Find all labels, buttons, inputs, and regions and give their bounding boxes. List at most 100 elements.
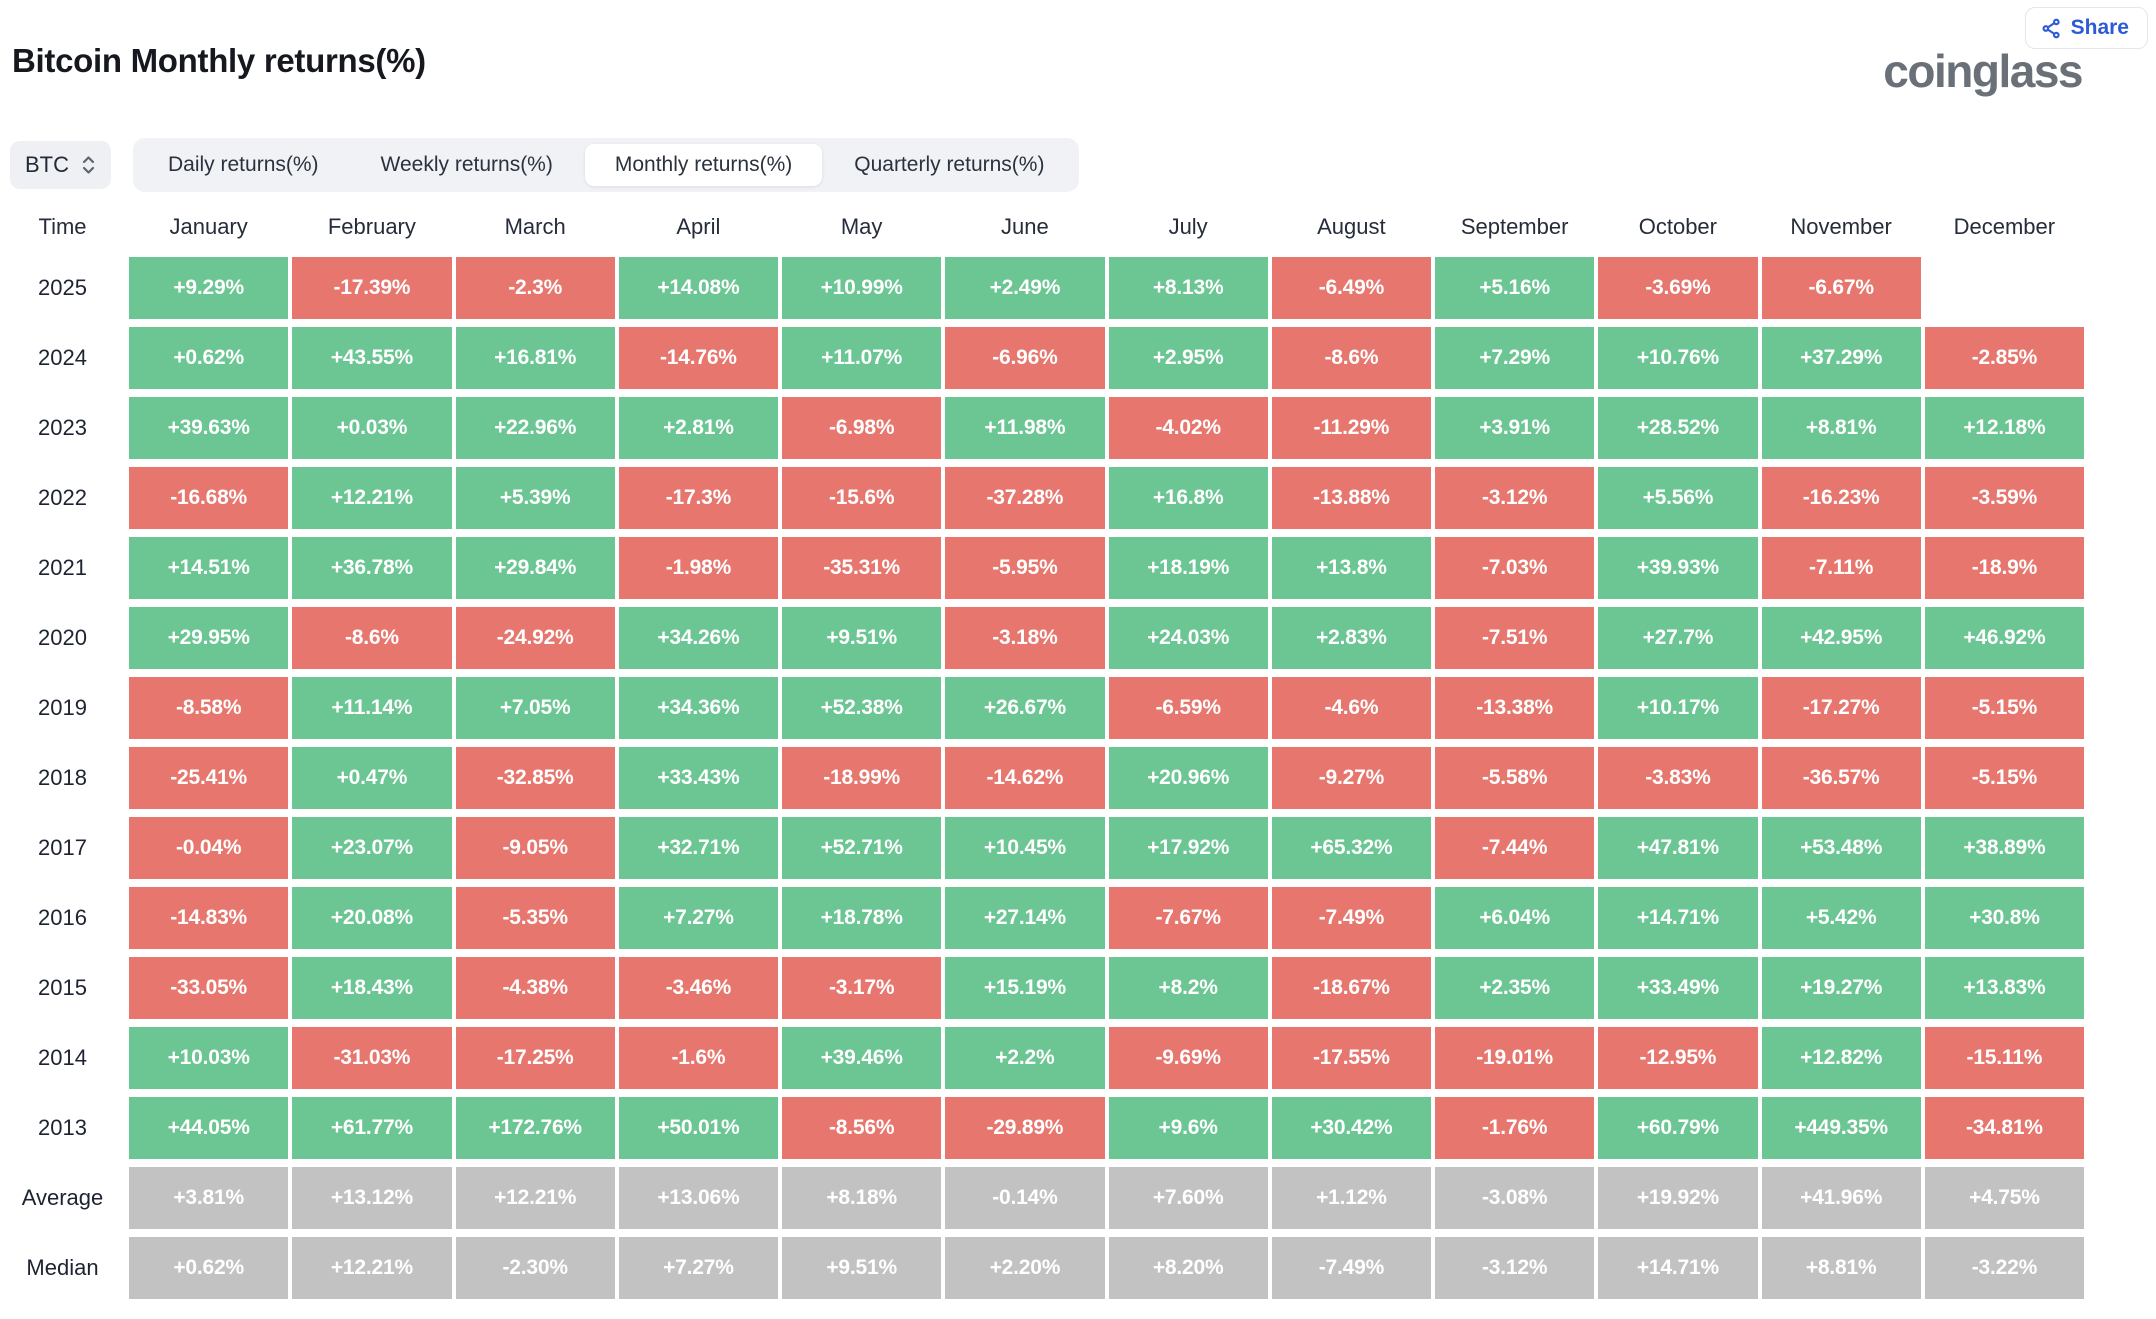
return-cell: -13.88% [1271,467,1431,529]
return-cell: -3.83% [1598,747,1758,809]
column-header-september: September [1460,214,1569,239]
tab-monthly[interactable]: Monthly returns(%) [584,144,823,186]
return-cell: -0.04% [129,817,289,879]
tab-daily[interactable]: Daily returns(%) [168,153,319,176]
return-cell: +36.78% [292,537,452,599]
return-cell: -16.23% [1761,467,1921,529]
return-cell: -19.01% [1435,1027,1595,1089]
return-cell: -5.15% [1924,677,2084,739]
return-cell: +8.81% [1761,397,1921,459]
return-cell: +2.81% [618,397,778,459]
column-header-november: November [1790,214,1892,239]
return-cell: +17.92% [1108,817,1268,879]
return-cell: +2.20% [945,1237,1105,1299]
return-cell: +41.96% [1761,1167,1921,1229]
row-label-2013: 2013 [38,1115,87,1140]
return-cell: +0.03% [292,397,452,459]
return-cell: +12.21% [292,1237,452,1299]
return-cell: +42.95% [1761,607,1921,669]
return-cell: +5.42% [1761,887,1921,949]
row-label-2020: 2020 [38,625,87,650]
tab-weekly[interactable]: Weekly returns(%) [380,153,553,176]
return-cell: -5.15% [1924,747,2084,809]
return-cell: -34.81% [1924,1097,2084,1159]
tab-quarterly[interactable]: Quarterly returns(%) [854,153,1045,176]
return-cell: +3.91% [1435,397,1595,459]
return-cell: -3.18% [945,607,1105,669]
return-cell: +10.17% [1598,677,1758,739]
return-cell: +10.03% [129,1027,289,1089]
row-label-median: Median [26,1255,99,1280]
return-cell: +33.43% [618,747,778,809]
return-cell: -18.9% [1924,537,2084,599]
return-cell: +29.84% [455,537,615,599]
return-cell: -7.51% [1435,607,1595,669]
return-cell: +32.71% [618,817,778,879]
column-header-time: Time [38,214,87,239]
return-cell: -29.89% [945,1097,1105,1159]
return-cell: +61.77% [292,1097,452,1159]
return-cell: +44.05% [129,1097,289,1159]
return-cell: -2.85% [1924,327,2084,389]
return-cell: -6.49% [1271,257,1431,319]
return-cell: +7.05% [455,677,615,739]
return-cell: -1.76% [1435,1097,1595,1159]
return-cell: +14.71% [1598,1237,1758,1299]
return-cell: -2.30% [455,1237,615,1299]
return-cell: +7.27% [618,1237,778,1299]
share-button[interactable]: Share [2024,7,2148,49]
return-cell: -15.11% [1924,1027,2084,1089]
share-label: Share [2070,16,2129,39]
return-cell: +8.2% [1108,957,1268,1019]
tab-group: Daily returns(%) Weekly returns(%) Monthly… [133,138,1080,192]
return-cell: -0.14% [945,1167,1105,1229]
return-cell: -14.83% [129,887,289,949]
return-cell: +4.75% [1924,1167,2084,1229]
return-cell: -2.3% [455,257,615,319]
return-cell: -24.92% [455,607,615,669]
return-cell: -5.95% [945,537,1105,599]
return-cell: +449.35% [1761,1097,1921,1159]
return-cell: -3.22% [1924,1237,2084,1299]
return-cell: -25.41% [129,747,289,809]
return-cell: -12.95% [1598,1027,1758,1089]
return-cell: +0.62% [129,1237,289,1299]
controls-row: BTC Daily returns(%) Weekly returns(%) Mon… [10,138,1080,192]
return-cell: +172.76% [455,1097,615,1159]
return-cell: -1.6% [618,1027,778,1089]
column-header-march: March [504,214,566,239]
return-cell: -3.17% [782,957,942,1019]
return-cell: +15.19% [945,957,1105,1019]
return-cell: +20.96% [1108,747,1268,809]
return-cell: +11.07% [782,327,942,389]
return-cell: +47.81% [1598,817,1758,879]
return-cell: +10.76% [1598,327,1758,389]
return-cell: -5.35% [455,887,615,949]
return-cell: -17.25% [455,1027,615,1089]
row-label-2024: 2024 [38,345,87,370]
return-cell: +65.32% [1271,817,1431,879]
return-cell: -6.59% [1108,677,1268,739]
coin-selector[interactable]: BTC [10,141,111,189]
row-label-2022: 2022 [38,485,87,510]
return-cell: -36.57% [1761,747,1921,809]
return-cell: -3.12% [1435,1237,1595,1299]
return-cell: +13.83% [1924,957,2084,1019]
return-cell: +29.95% [129,607,289,669]
return-cell: -9.69% [1108,1027,1268,1089]
return-cell: +12.21% [292,467,452,529]
column-header-october: October [1638,214,1717,239]
return-cell: -8.6% [292,607,452,669]
return-cell: +39.46% [782,1027,942,1089]
return-cell: -32.85% [455,747,615,809]
return-cell: +52.38% [782,677,942,739]
column-header-july: July [1168,214,1208,239]
return-cell: +27.7% [1598,607,1758,669]
return-cell: -11.29% [1271,397,1431,459]
return-cell: +2.2% [945,1027,1105,1089]
return-cell: +3.81% [129,1167,289,1229]
return-cell: +18.19% [1108,537,1268,599]
return-cell: -35.31% [782,537,942,599]
return-cell: -7.44% [1435,817,1595,879]
return-cell: +16.8% [1108,467,1268,529]
